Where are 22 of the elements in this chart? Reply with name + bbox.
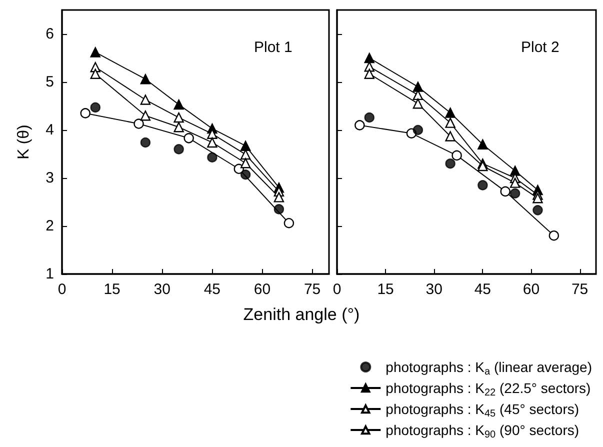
y-tick-label: 1 (46, 266, 54, 282)
text: Plot 2 (521, 39, 560, 56)
text: Plot 1 (254, 39, 292, 56)
x-tick-label: 15 (377, 281, 394, 298)
x-tick-label: 75 (304, 281, 321, 298)
x-tick-label: 0 (58, 281, 66, 298)
y-tick-label: 2 (46, 218, 54, 234)
x-tick-label: 15 (104, 281, 120, 298)
y-tick-label: 5 (46, 74, 54, 90)
y-tick-label: 4 (46, 122, 54, 138)
y-tick-label: 3 (46, 170, 54, 186)
x-tick-label: 0 (332, 281, 342, 298)
x-tick-label: 30 (154, 281, 170, 298)
x-tick-label: 75 (571, 281, 588, 298)
x-tick-label: 45 (204, 281, 221, 298)
x-tick-label: 45 (474, 281, 492, 298)
x-tick-label: 30 (426, 281, 442, 298)
x-tick-label: 60 (254, 281, 271, 298)
x-tick-label: 60 (522, 281, 540, 298)
y-tick-label: 6 (46, 26, 54, 42)
y-axis-title: K (θ) (16, 124, 32, 160)
x-axis-title: Zenith angle (°) (243, 305, 360, 324)
